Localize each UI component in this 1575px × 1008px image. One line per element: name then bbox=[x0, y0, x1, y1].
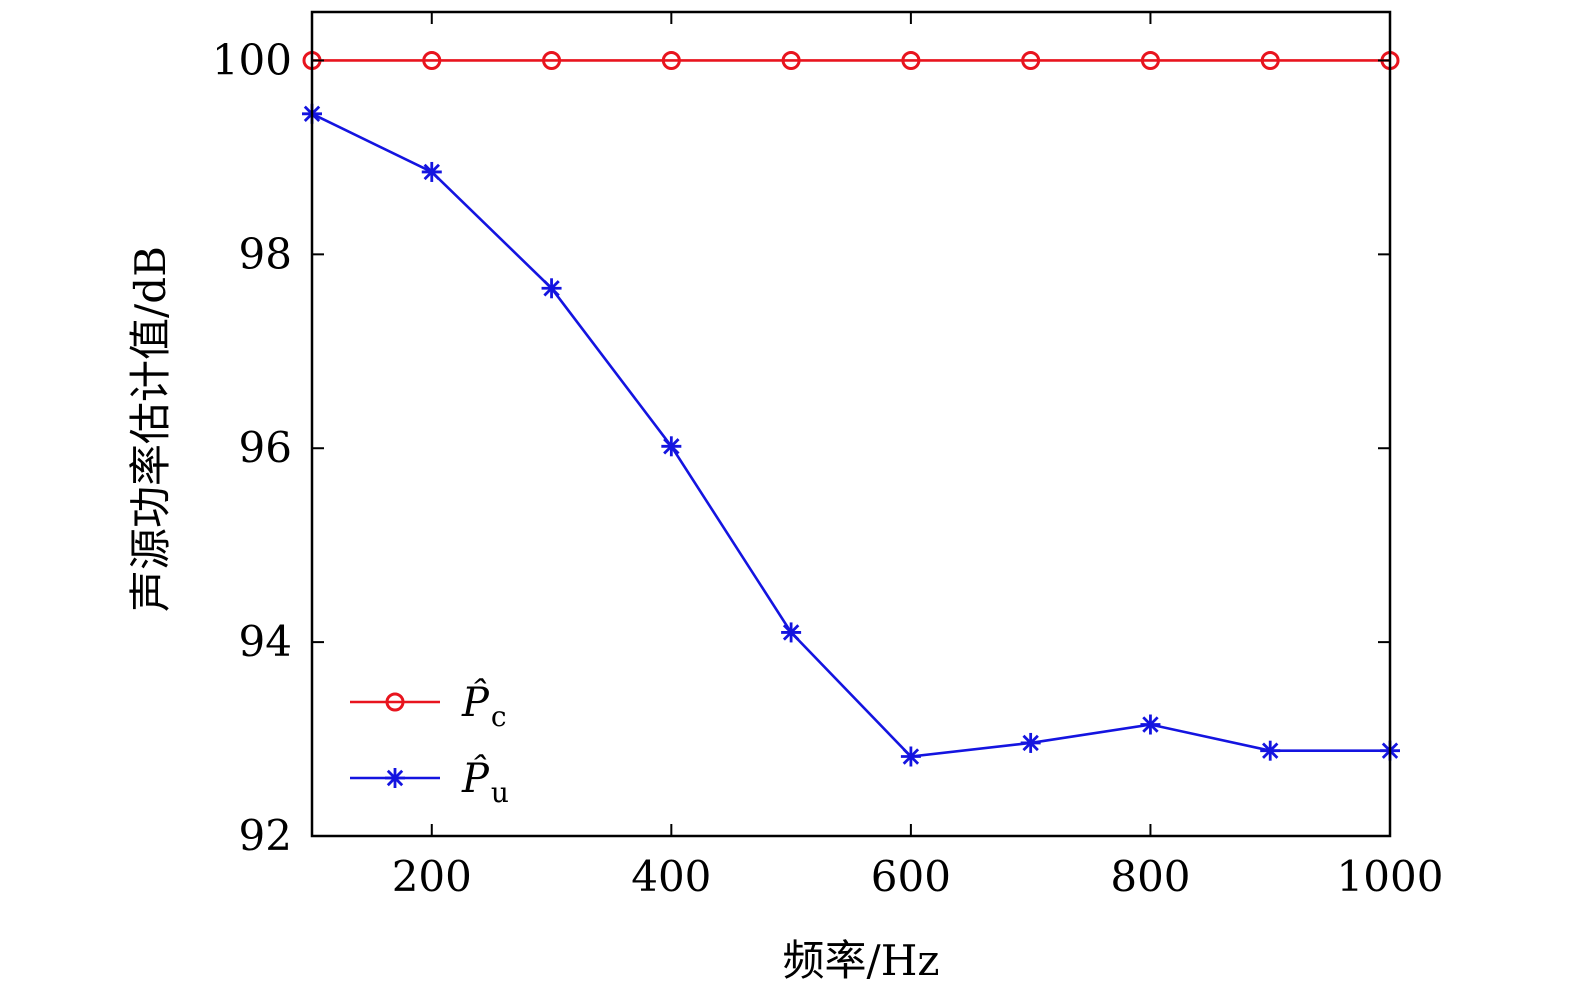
data-point-c bbox=[781, 50, 801, 70]
legend-item-u: P̂u bbox=[350, 756, 509, 809]
data-point-u bbox=[421, 161, 442, 182]
data-point-c bbox=[1021, 50, 1041, 70]
legend-label-base: P̂ bbox=[461, 680, 490, 726]
legend-label: P̂u bbox=[461, 756, 509, 809]
data-point-u bbox=[1260, 740, 1281, 761]
y-tick-label: 94 bbox=[239, 617, 292, 666]
x-tick-label: 200 bbox=[392, 852, 472, 901]
legend: P̂cP̂u bbox=[350, 680, 509, 809]
data-point-u bbox=[661, 436, 682, 457]
x-tick-label: 400 bbox=[631, 852, 711, 901]
axes-layer: 200 400 600 800 1000 92 94 96 98 100 频率/Hz 声源功率估计值/… bbox=[126, 10, 1444, 985]
data-point-u bbox=[900, 746, 921, 767]
y-tick-label: 96 bbox=[239, 423, 292, 472]
plot-layer bbox=[302, 50, 1400, 767]
series-line-u bbox=[311, 112, 1390, 758]
plot-frame bbox=[310, 10, 1392, 838]
x-tick-label: 800 bbox=[1110, 852, 1190, 901]
data-point-c bbox=[1140, 50, 1160, 70]
x-tick-label: 600 bbox=[871, 852, 951, 901]
data-point-c bbox=[901, 50, 921, 70]
x-axis-label: 频率/Hz bbox=[783, 936, 940, 985]
legend-label: P̂c bbox=[461, 680, 507, 733]
x-tick-label: 1000 bbox=[1337, 852, 1444, 901]
data-point-u bbox=[541, 278, 562, 299]
legend-marker bbox=[385, 768, 405, 788]
data-point-u bbox=[781, 622, 802, 643]
y-tick-label: 98 bbox=[239, 229, 292, 278]
y-axis-label: 声源功率估计值/dB bbox=[126, 246, 175, 612]
data-point-u bbox=[1020, 732, 1041, 753]
data-point-c bbox=[661, 50, 681, 70]
data-point-c bbox=[1260, 50, 1280, 70]
legend-item-c: P̂c bbox=[350, 680, 507, 733]
data-point-u bbox=[1140, 714, 1161, 735]
data-point-c bbox=[422, 50, 442, 70]
legend-marker bbox=[385, 692, 405, 712]
legend-label-sub: c bbox=[491, 700, 507, 733]
data-point-c bbox=[542, 50, 562, 70]
legend-label-sub: u bbox=[491, 776, 509, 809]
y-tick-label: 92 bbox=[239, 811, 292, 860]
legend-label-base: P̂ bbox=[461, 756, 490, 802]
y-tick-label: 100 bbox=[212, 35, 292, 84]
